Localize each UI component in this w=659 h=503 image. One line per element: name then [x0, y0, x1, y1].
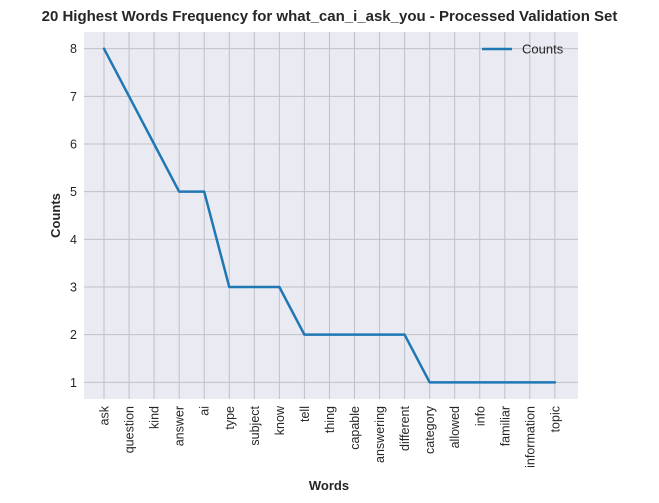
x-tick-label-subject: subject	[248, 405, 262, 445]
x-tick-label-type: type	[223, 406, 237, 430]
x-tick-label-ai: ai	[198, 406, 212, 416]
grid-lines	[84, 32, 578, 399]
y-axis-label: Counts	[48, 193, 63, 238]
x-tick-label-category: category	[423, 405, 437, 454]
x-tick-label-question: question	[123, 406, 137, 453]
x-tick-label-answer: answer	[173, 406, 187, 446]
x-tick-label-thing: thing	[323, 406, 337, 433]
x-tick-label-information: information	[523, 406, 537, 468]
y-tick-label: 8	[70, 42, 77, 56]
x-axis-ticks: ask question kind answer ai type subject know te…	[98, 405, 563, 468]
y-tick-label: 6	[70, 138, 77, 152]
x-tick-label-info: info	[473, 406, 487, 426]
y-tick-label: 1	[70, 376, 77, 390]
x-tick-label-kind: kind	[148, 406, 162, 429]
x-tick-label-tell: tell	[298, 406, 312, 422]
y-tick-label: 7	[70, 90, 77, 104]
plot-area	[84, 32, 578, 399]
x-tick-label-capable: capable	[348, 406, 362, 450]
x-tick-label-answering: answering	[373, 406, 387, 463]
y-tick-label: 3	[70, 280, 77, 294]
x-tick-label-know: know	[273, 405, 287, 435]
y-tick-label: 5	[70, 185, 77, 199]
y-axis-ticks: 1 2 3 4 5 6 7 8	[70, 42, 77, 390]
x-axis-label: Words	[309, 478, 349, 493]
y-tick-label: 2	[70, 328, 77, 342]
x-tick-label-topic: topic	[548, 406, 562, 432]
y-tick-label: 4	[70, 233, 77, 247]
x-tick-label-different: different	[398, 405, 412, 450]
chart-title: 20 Highest Words Frequency for what_can_…	[42, 8, 618, 25]
x-tick-label-familiar: familiar	[498, 406, 512, 446]
legend: Counts	[482, 42, 564, 57]
x-tick-label-ask: ask	[98, 405, 112, 425]
series-layer	[102, 47, 557, 384]
x-tick-label-allowed: allowed	[448, 406, 462, 448]
legend-label-counts: Counts	[522, 42, 564, 57]
